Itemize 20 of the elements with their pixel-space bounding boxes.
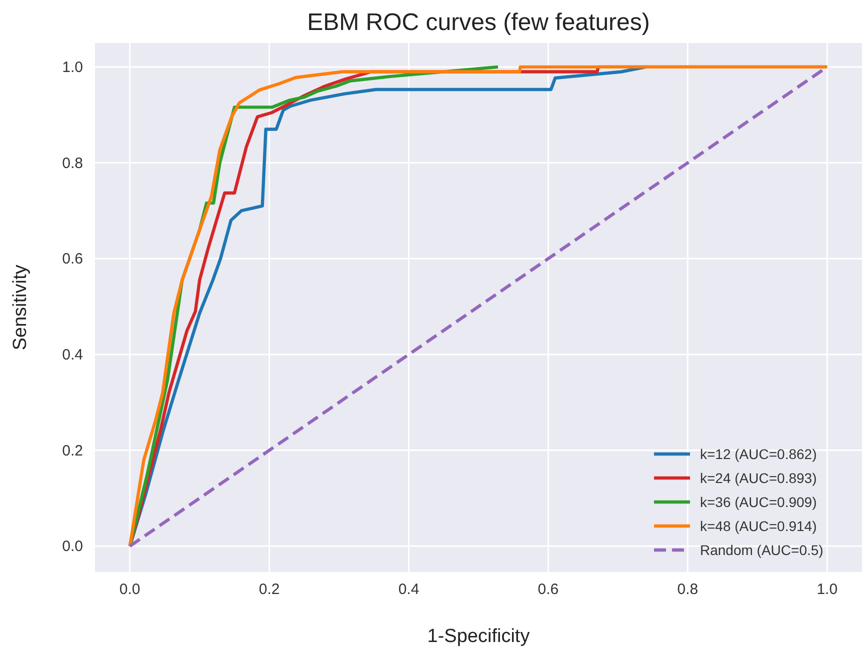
x-tick-label: 0.4 [398,581,420,598]
legend-label: Random (AUC=0.5) [700,542,824,558]
y-tick-label: 0.8 [62,154,83,172]
y-tick-label: 0.2 [62,442,83,460]
x-tick-label: 0.6 [538,581,559,598]
x-tick-label: 0.0 [119,581,140,598]
y-tick-label: 0.6 [62,250,83,268]
legend-label: k=24 (AUC=0.893) [700,470,817,486]
chart-title: EBM ROC curves (few features) [307,9,650,36]
x-tick-label: 1.0 [816,581,838,598]
legend-label: k=48 (AUC=0.914) [700,518,817,534]
x-axis-title: 1-Specificity [427,626,530,647]
legend-label: k=36 (AUC=0.909) [700,494,817,510]
y-tick-label: 1.0 [62,58,83,76]
y-tick-label: 0.0 [62,538,83,556]
y-axis-title: Sensitivity [10,264,31,350]
legend-label: k=12 (AUC=0.862) [700,446,817,462]
y-tick-label: 0.4 [62,346,83,364]
x-tick-label: 0.2 [258,581,280,598]
x-tick-label: 0.8 [677,581,698,598]
